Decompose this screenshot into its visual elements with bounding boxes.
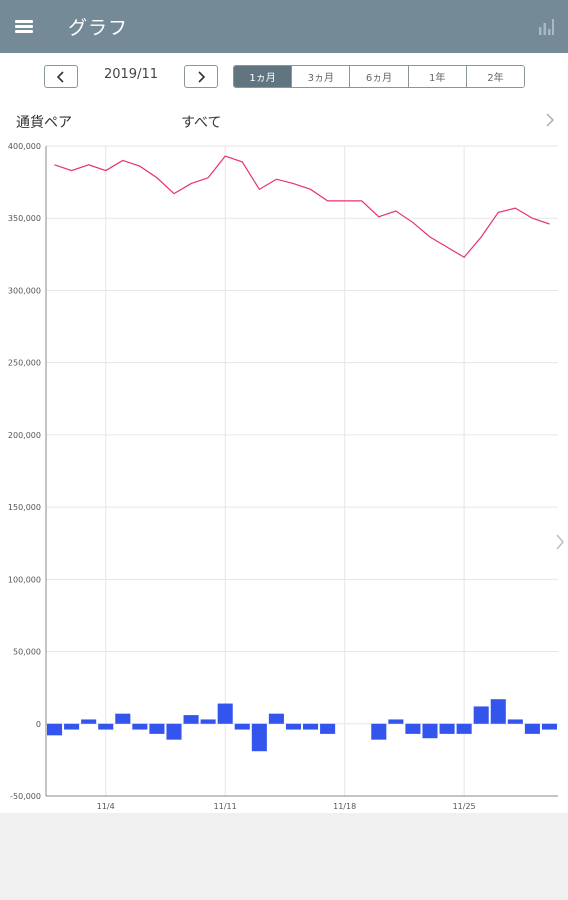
profit-bar (524, 723, 540, 734)
chevron-right-icon[interactable] (555, 534, 565, 550)
profit-bar (490, 699, 506, 724)
profit-bar (388, 719, 404, 724)
profit-bar (166, 723, 182, 740)
balance-line (54, 155, 550, 258)
profit-bar (507, 719, 523, 724)
profit-bar (183, 715, 199, 724)
range-1-year[interactable]: 1年 (408, 66, 467, 87)
profit-bar (439, 723, 455, 734)
bottom-area (0, 813, 568, 900)
profit-bar (456, 723, 472, 734)
x-tick-label: 11/18 (333, 802, 356, 811)
profit-bar (115, 713, 131, 724)
y-tick-label: 200,000 (8, 431, 41, 440)
hamburger-menu-icon[interactable] (15, 18, 33, 34)
range-selector: 1ヵ月 3ヵ月 6ヵ月 1年 2年 (233, 65, 525, 88)
y-tick-label: 0 (36, 720, 41, 729)
y-tick-label: 50,000 (13, 648, 41, 657)
profit-bar (268, 713, 284, 724)
range-1-month[interactable]: 1ヵ月 (234, 66, 293, 87)
chevron-left-icon (56, 70, 64, 83)
profit-bar (234, 723, 250, 730)
chevron-right-icon (546, 113, 554, 127)
chevron-right-icon (198, 70, 206, 83)
y-tick-label: 250,000 (8, 359, 41, 368)
range-6-months[interactable]: 6ヵ月 (350, 66, 409, 87)
x-tick-label: 11/11 (214, 802, 237, 811)
next-month-button[interactable] (184, 65, 218, 88)
profit-bar (303, 723, 319, 730)
profit-bar (422, 723, 438, 739)
current-month: 2019/11 (103, 67, 158, 82)
profit-bar (132, 723, 148, 730)
y-tick-label: 100,000 (8, 575, 41, 584)
profit-bar (473, 706, 489, 724)
chart-area: -50,000 0 50,000 100,000 150,000 200,000 250,0… (0, 141, 568, 813)
profit-bar (405, 723, 421, 734)
page-title: グラフ (68, 17, 129, 39)
profit-bar (251, 723, 267, 752)
app-bar: グラフ (0, 0, 568, 53)
y-tick-label: 400,000 (8, 142, 41, 151)
y-tick-label: -50,000 (10, 792, 41, 801)
filter-label: 通貨ペア (16, 115, 72, 131)
profit-bar (541, 723, 557, 730)
profit-bar (149, 723, 165, 734)
range-3-months[interactable]: 3ヵ月 (292, 66, 351, 87)
profit-bar (371, 723, 387, 740)
profit-bar (200, 719, 216, 724)
profit-bar (217, 703, 233, 724)
prev-month-button[interactable] (44, 65, 78, 88)
x-tick-label: 11/4 (97, 802, 115, 811)
y-tick-label: 300,000 (8, 286, 41, 295)
profit-bar (320, 723, 336, 734)
currency-pair-filter[interactable]: 通貨ペア すべて (0, 108, 568, 134)
y-tick-label: 150,000 (8, 503, 41, 512)
profit-bar (64, 723, 80, 730)
profit-bar (47, 723, 63, 736)
x-tick-label: 11/25 (453, 802, 476, 811)
profit-bar (98, 723, 114, 730)
main-content: 2019/11 1ヵ月 3ヵ月 6ヵ月 1年 2年 通貨ペア すべて -50,0… (0, 53, 568, 813)
profit-bar (285, 723, 301, 730)
bar-chart-icon[interactable] (537, 18, 555, 36)
y-tick-label: 350,000 (8, 214, 41, 223)
range-2-years[interactable]: 2年 (466, 66, 524, 87)
profit-bar (81, 719, 97, 724)
profit-chart: -50,000 0 50,000 100,000 150,000 200,000 250,0… (8, 142, 558, 811)
filter-value: すべて (181, 115, 222, 131)
